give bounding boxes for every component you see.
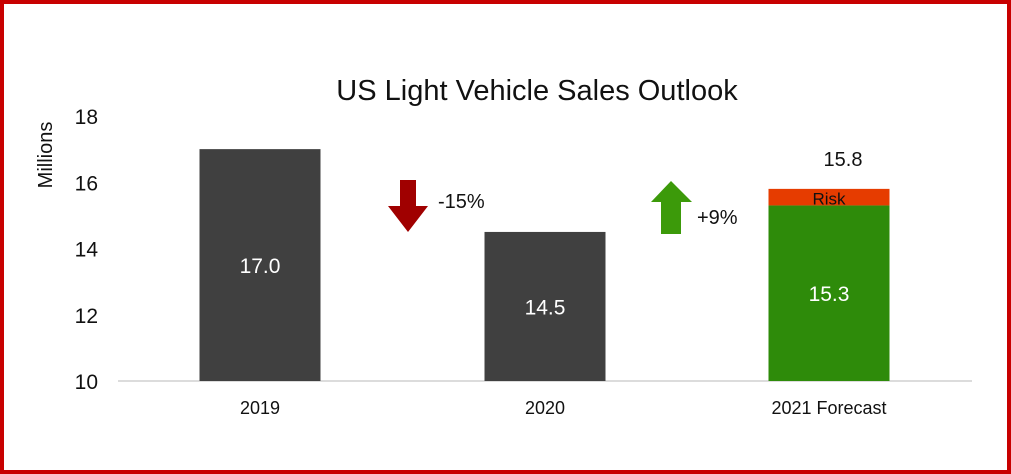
- bar-2019: [199, 149, 321, 381]
- x-tick-label: 2021 Forecast: [771, 398, 886, 418]
- annotation-increase: +9%: [697, 207, 738, 229]
- y-tick-label: 14: [75, 239, 99, 262]
- annotation-decrease: -15%: [438, 191, 485, 213]
- x-tick-label: 2020: [525, 398, 565, 418]
- bar-2021-forecast: [768, 205, 890, 381]
- y-tick-label: 16: [75, 172, 98, 195]
- y-tick-label: 10: [75, 371, 98, 394]
- total-label: 15.8: [824, 149, 863, 171]
- y-tick-label: 12: [75, 305, 98, 328]
- bar-value-label: 17.0: [240, 255, 281, 278]
- bar-2020: [484, 231, 606, 381]
- risk-label: Risk: [812, 189, 846, 208]
- bar-value-label: 15.3: [809, 283, 850, 306]
- arrow-down-icon: [388, 180, 428, 232]
- arrow-up-icon: [651, 181, 692, 234]
- y-axis-label: Millions: [35, 122, 57, 189]
- chart-title: US Light Vehicle Sales Outlook: [336, 75, 738, 107]
- bar-value-label: 14.5: [525, 296, 566, 319]
- x-tick-label: 2019: [240, 398, 280, 418]
- bar-risk-segment: [768, 188, 890, 206]
- y-tick-label: 18: [75, 106, 98, 129]
